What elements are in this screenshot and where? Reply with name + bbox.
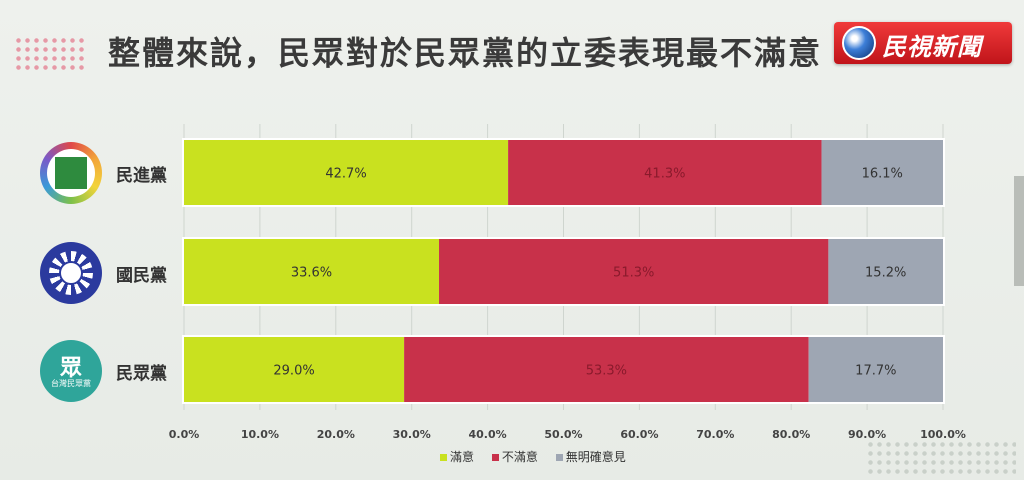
tpp-logo-text: 台灣民眾黨 [51, 379, 91, 388]
bar-segment [828, 239, 943, 304]
x-tick-label: 100.0% [920, 428, 966, 441]
bar-segment [184, 239, 440, 304]
tpp-logo-icon: 眾 台灣民眾黨 [40, 340, 102, 402]
x-tick-label: 0.0% [169, 428, 200, 441]
legend-label: 滿意 [450, 450, 475, 464]
party-name-dpp: 民進黨 [116, 166, 167, 186]
x-tick-label: 10.0% [241, 428, 279, 441]
x-tick-label: 30.0% [393, 428, 431, 441]
bars: 42.7% 41.3% 16.1% 33.6% 51.3% 15.2% 29.0% 53.3%… [182, 138, 945, 404]
bar-segment [404, 337, 809, 402]
legend-label: 無明確意見 [565, 450, 626, 464]
party-name-kmt: 國民黨 [116, 266, 167, 286]
x-tick-label: 50.0% [544, 428, 582, 441]
bar-value-label: 15.2% [865, 266, 906, 281]
broadcaster-logo: 民視新聞 [834, 22, 1012, 64]
party-name-tpp: 民眾黨 [116, 364, 167, 384]
bar-segment [508, 140, 822, 205]
x-tick-label: 90.0% [848, 428, 886, 441]
x-tick-label: 60.0% [620, 428, 658, 441]
bar-value-label: 16.1% [862, 167, 903, 182]
bar-segment [439, 239, 829, 304]
tpp-glyph: 眾 [59, 356, 82, 381]
decorative-dots [14, 36, 86, 74]
bar-value-label: 29.0% [273, 364, 314, 379]
broadcaster-name: 民視新聞 [882, 33, 982, 61]
bar-segment [184, 140, 509, 205]
bar-value-label: 17.7% [855, 364, 896, 379]
page-title: 整體來說，民眾對於民眾黨的立委表現最不滿意 [108, 34, 823, 72]
bar-value-label: 42.7% [325, 167, 366, 182]
bar-segment [808, 337, 943, 402]
legend-item-no-opinion: 無明確意見 [555, 450, 626, 464]
bar-value-label: 51.3% [613, 266, 654, 281]
sun-core [59, 261, 83, 285]
legend: 滿意 不滿意 無明確意見 [440, 448, 640, 465]
bar-value-label: 33.6% [291, 266, 332, 281]
bar-segment [184, 337, 405, 402]
legend-swatch [555, 454, 563, 461]
globe-icon [842, 26, 876, 60]
bar-value-label: 53.3% [586, 364, 627, 379]
bar-value-label: 41.3% [644, 167, 685, 182]
legend-item-satisfied: 滿意 [440, 450, 478, 464]
dpp-logo-icon [40, 142, 102, 204]
legend-swatch [491, 454, 499, 461]
legend-label: 不滿意 [501, 450, 538, 464]
decorative-dots-bottom [866, 440, 1016, 476]
x-axis-ticks: 0.0% 10.0% 20.0% 30.0% 40.0% 50.0% 60.0% 70.0% 8… [169, 428, 966, 441]
x-tick-label: 20.0% [317, 428, 355, 441]
bar-segment [821, 140, 943, 205]
x-tick-label: 80.0% [772, 428, 810, 441]
x-tick-label: 70.0% [696, 428, 734, 441]
legend-swatch [440, 454, 447, 461]
legend-item-dissatisfied: 不滿意 [491, 450, 542, 464]
kmt-logo-icon [40, 242, 102, 304]
taiwan-shape-icon [55, 157, 87, 189]
x-tick-label: 40.0% [469, 428, 507, 441]
side-edge [1014, 176, 1024, 286]
